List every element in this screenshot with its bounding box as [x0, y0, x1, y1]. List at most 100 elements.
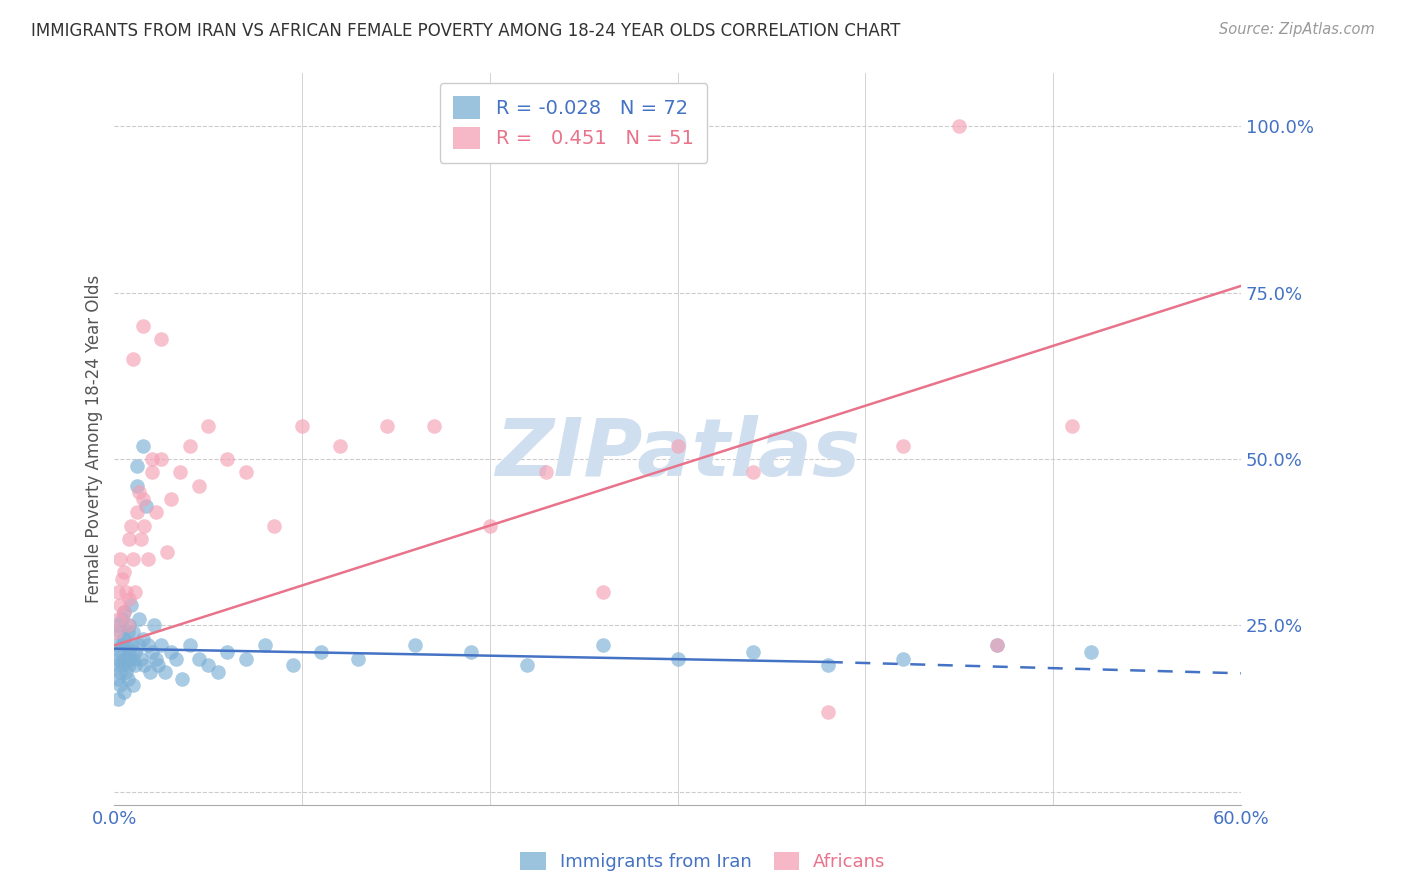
Point — [128, 638, 150, 652]
Point — [117, 672, 139, 686]
Point — [112, 565, 135, 579]
Point — [122, 551, 145, 566]
Point — [125, 458, 148, 473]
Point — [170, 672, 193, 686]
Point — [534, 465, 557, 479]
Point — [125, 505, 148, 519]
Point — [111, 658, 134, 673]
Text: IMMIGRANTS FROM IRAN VS AFRICAN FEMALE POVERTY AMONG 18-24 YEAR OLDS CORRELATION: IMMIGRANTS FROM IRAN VS AFRICAN FEMALE P… — [31, 22, 900, 40]
Point — [235, 465, 257, 479]
Point — [108, 625, 131, 640]
Point — [107, 651, 129, 665]
Point — [135, 499, 157, 513]
Point — [139, 665, 162, 679]
Point — [112, 605, 135, 619]
Point — [891, 439, 914, 453]
Point — [150, 332, 173, 346]
Point — [142, 618, 165, 632]
Point — [986, 638, 1008, 652]
Point — [118, 658, 141, 673]
Point — [122, 352, 145, 367]
Point — [741, 465, 763, 479]
Point — [134, 518, 156, 533]
Point — [105, 638, 128, 652]
Point — [207, 665, 229, 679]
Point — [108, 551, 131, 566]
Point — [404, 638, 426, 652]
Point — [108, 645, 131, 659]
Point — [159, 645, 181, 659]
Point — [111, 572, 134, 586]
Point — [141, 452, 163, 467]
Point — [112, 632, 135, 646]
Point — [141, 465, 163, 479]
Point — [107, 612, 129, 626]
Point — [134, 658, 156, 673]
Y-axis label: Female Poverty Among 18-24 Year Olds: Female Poverty Among 18-24 Year Olds — [86, 275, 103, 603]
Point — [235, 651, 257, 665]
Point — [516, 658, 538, 673]
Point — [179, 439, 201, 453]
Point — [666, 439, 689, 453]
Point — [741, 645, 763, 659]
Point — [122, 625, 145, 640]
Point — [117, 618, 139, 632]
Point — [120, 599, 142, 613]
Point — [118, 591, 141, 606]
Point — [112, 651, 135, 665]
Point — [125, 478, 148, 492]
Point — [460, 645, 482, 659]
Point — [817, 658, 839, 673]
Point — [124, 645, 146, 659]
Point — [107, 691, 129, 706]
Point — [114, 585, 136, 599]
Point — [215, 645, 238, 659]
Point — [136, 551, 159, 566]
Point — [347, 651, 370, 665]
Point — [107, 585, 129, 599]
Point — [986, 638, 1008, 652]
Point — [1080, 645, 1102, 659]
Point — [112, 685, 135, 699]
Point — [108, 665, 131, 679]
Point — [187, 478, 209, 492]
Legend: Immigrants from Iran, Africans: Immigrants from Iran, Africans — [513, 846, 893, 879]
Point — [111, 612, 134, 626]
Point — [1060, 418, 1083, 433]
Point — [128, 485, 150, 500]
Point — [281, 658, 304, 673]
Point — [891, 651, 914, 665]
Point — [948, 120, 970, 134]
Point — [122, 678, 145, 692]
Point — [136, 638, 159, 652]
Text: Source: ZipAtlas.com: Source: ZipAtlas.com — [1219, 22, 1375, 37]
Point — [169, 465, 191, 479]
Point — [329, 439, 352, 453]
Point — [159, 491, 181, 506]
Point — [309, 645, 332, 659]
Point — [291, 418, 314, 433]
Point — [111, 638, 134, 652]
Point — [120, 638, 142, 652]
Point — [592, 585, 614, 599]
Point — [145, 651, 167, 665]
Point — [145, 505, 167, 519]
Point — [105, 658, 128, 673]
Point — [124, 585, 146, 599]
Point — [112, 605, 135, 619]
Point — [131, 318, 153, 333]
Point — [165, 651, 187, 665]
Point — [107, 672, 129, 686]
Point — [146, 658, 169, 673]
Point — [150, 638, 173, 652]
Point — [131, 491, 153, 506]
Point — [114, 665, 136, 679]
Point — [114, 638, 136, 652]
Point — [108, 678, 131, 692]
Point — [118, 618, 141, 632]
Point — [124, 658, 146, 673]
Point — [128, 612, 150, 626]
Legend: R = -0.028   N = 72, R =   0.451   N = 51: R = -0.028 N = 72, R = 0.451 N = 51 — [440, 83, 707, 162]
Point — [197, 658, 219, 673]
Point — [122, 651, 145, 665]
